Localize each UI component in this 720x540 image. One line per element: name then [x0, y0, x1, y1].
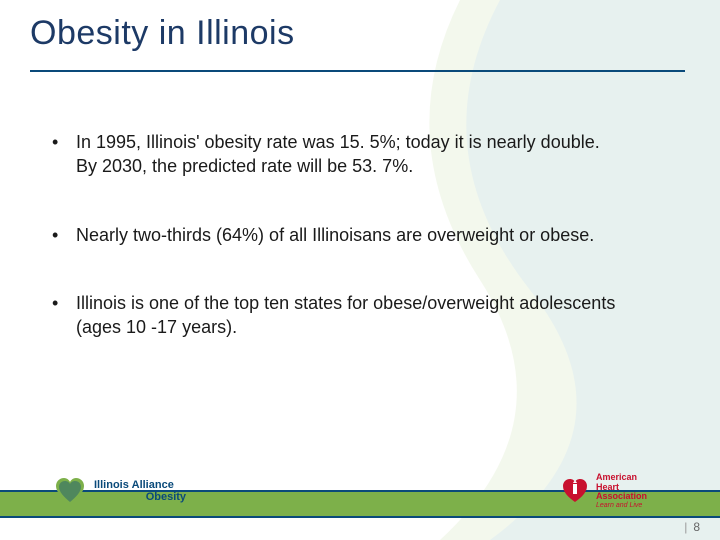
page-number-value: 8	[693, 520, 700, 534]
slide: Obesity in Illinois In 1995, Illinois' o…	[0, 0, 720, 540]
iapo-word: Alliance	[132, 479, 174, 491]
page-number: |8	[684, 520, 700, 534]
iapo-word: to	[94, 492, 103, 503]
title-rule	[30, 70, 685, 72]
iapo-word: Obesity	[146, 491, 186, 503]
heart-hands-icon	[52, 474, 88, 510]
content-area: In 1995, Illinois' obesity rate was 15. …	[48, 130, 618, 383]
aha-sub: Learn and Live	[596, 502, 647, 510]
iapo-word: Prevent	[106, 492, 143, 503]
bullet-list: In 1995, Illinois' obesity rate was 15. …	[48, 130, 618, 339]
bullet-item: Nearly two-thirds (64%) of all Illinoisa…	[48, 223, 618, 247]
slide-title: Obesity in Illinois	[30, 14, 295, 53]
bullet-item: In 1995, Illinois' obesity rate was 15. …	[48, 130, 618, 179]
torch-heart-icon	[560, 476, 590, 506]
bullet-item: Illinois is one of the top ten states fo…	[48, 291, 618, 340]
iapo-logo: Illinois Alliance to Prevent Obesity	[52, 474, 202, 510]
iapo-word: Illinois	[94, 479, 129, 491]
aha-logo: American Heart Association Learn and Liv…	[560, 473, 660, 510]
page-pipe: |	[684, 520, 687, 534]
aha-word: Association	[596, 492, 647, 502]
